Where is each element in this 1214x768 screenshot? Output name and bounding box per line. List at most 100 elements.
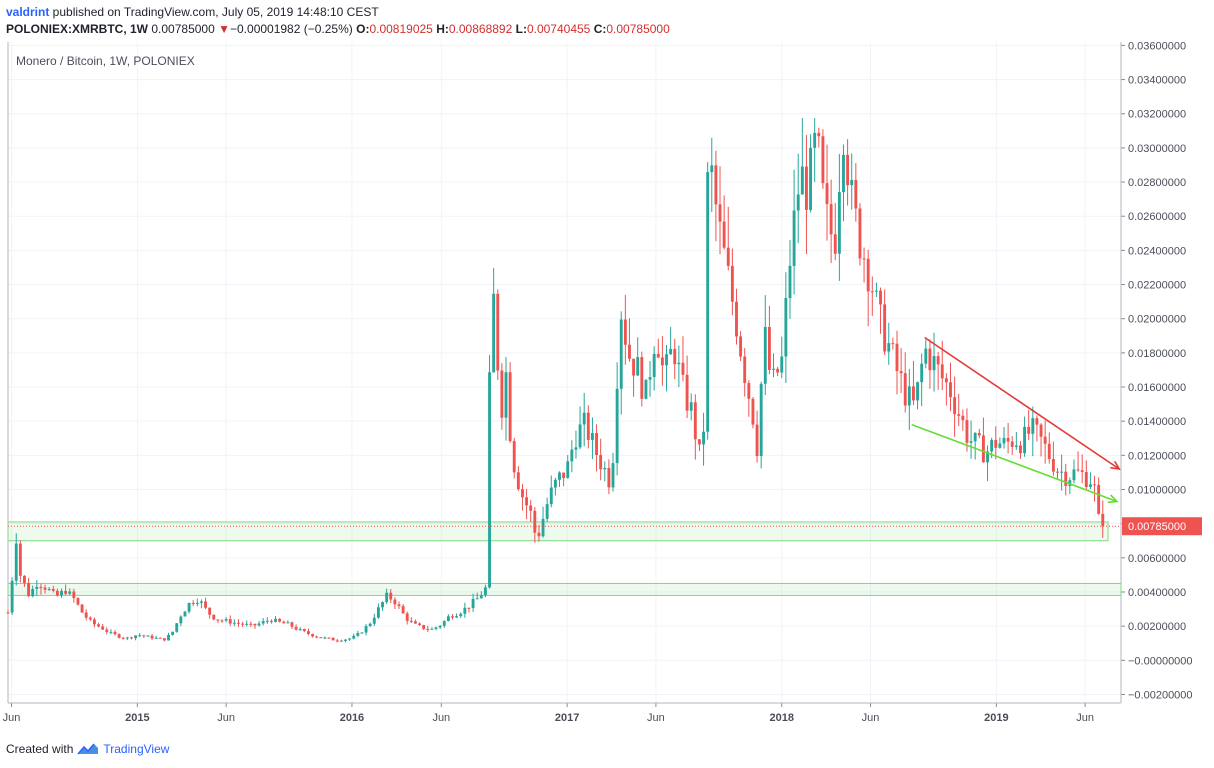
candle-body	[232, 622, 236, 624]
candle-body	[1093, 484, 1096, 486]
candle-body	[220, 620, 224, 622]
candle-body	[767, 326, 771, 370]
change-arrow-icon: ▼	[218, 22, 230, 36]
candle-body	[1002, 437, 1006, 444]
candle-body	[125, 637, 129, 639]
author-link[interactable]: valdrint	[6, 5, 50, 19]
x-tick-label: Jun	[217, 712, 235, 724]
candle-body	[422, 624, 426, 629]
candle-body	[924, 348, 928, 364]
y-tick-label: 0.01600000	[1128, 382, 1186, 394]
candle-body	[965, 420, 969, 443]
candle-body	[446, 616, 450, 622]
y-tick-label: 0.03400000	[1128, 75, 1186, 87]
candle-body	[792, 210, 796, 266]
candle-body	[430, 628, 434, 630]
candle-body	[265, 620, 269, 622]
last-price-badge	[1122, 517, 1202, 536]
candle-body	[142, 635, 146, 637]
candle-body	[619, 319, 623, 389]
candle-body	[994, 439, 998, 448]
candle-body	[776, 368, 780, 373]
x-tick-label: 2019	[984, 712, 1008, 724]
candle-body	[43, 587, 47, 590]
candle-body	[455, 616, 459, 618]
close-label: C:	[593, 22, 607, 36]
candle-body	[574, 447, 578, 450]
candle-body	[582, 412, 586, 425]
candle-body	[1014, 445, 1018, 447]
candle-body	[1072, 469, 1076, 481]
candle-body	[1006, 437, 1010, 442]
candle-body	[722, 221, 726, 248]
candle-body	[68, 591, 72, 594]
candle-body	[199, 601, 203, 603]
candle-body	[364, 626, 368, 633]
candle-body	[154, 637, 158, 639]
candle-body	[809, 147, 812, 210]
candle-body	[459, 613, 463, 617]
candle-body	[146, 635, 150, 637]
y-tick-label: 0.01200000	[1128, 450, 1186, 462]
published-text: published on TradingView.com, July 05, 2…	[49, 5, 379, 19]
candle-body	[1080, 470, 1084, 472]
candle-body	[92, 619, 96, 625]
candle-body	[566, 461, 570, 479]
candle-body	[302, 629, 306, 632]
candle-body	[1097, 484, 1101, 514]
candle-body	[434, 627, 438, 629]
candle-body	[949, 382, 952, 398]
candle-body	[516, 472, 520, 490]
candle-body	[212, 614, 216, 620]
candle-body	[615, 388, 619, 464]
last-price-label: 0.00785000	[1128, 521, 1186, 533]
candle-body	[245, 623, 249, 625]
candle-body	[274, 618, 277, 622]
candle-body	[772, 368, 775, 370]
candle-body	[138, 635, 142, 637]
candle-body	[389, 592, 393, 600]
candle-body	[1051, 459, 1055, 472]
candle-body	[558, 472, 561, 480]
close-value: 0.00785000	[606, 22, 670, 36]
candle-body	[323, 637, 327, 639]
candle-body	[508, 372, 512, 442]
last-price: 0.00785000	[151, 22, 215, 36]
footer: Created with TradingView	[6, 742, 169, 756]
candle-body	[1023, 426, 1027, 454]
y-tick-label: 0.03000000	[1128, 143, 1186, 155]
created-with-label: Created with	[6, 742, 74, 756]
candle-body	[1010, 441, 1014, 447]
candle-body	[578, 424, 582, 448]
low-label: L:	[515, 22, 527, 36]
y-tick-label: 0.02400000	[1128, 245, 1186, 257]
candle-body	[632, 358, 636, 376]
x-tick-label: Jun	[3, 712, 21, 724]
candle-body	[751, 398, 755, 425]
tradingview-link[interactable]: TradingView	[103, 742, 170, 756]
y-tick-label: 0.02600000	[1128, 211, 1186, 223]
candle-body	[697, 439, 701, 445]
candle-body	[208, 607, 212, 615]
candle-body	[319, 637, 323, 639]
candle-body	[813, 132, 817, 148]
candle-body	[409, 620, 413, 622]
x-tick-label: Jun	[862, 712, 880, 724]
candle-body	[747, 382, 751, 399]
candle-body	[883, 304, 887, 352]
candle-body	[537, 532, 541, 537]
candle-body	[944, 378, 948, 383]
candle-body	[471, 598, 475, 609]
high-value: 0.00868892	[448, 22, 513, 36]
candle-body	[870, 291, 874, 293]
candle-body	[1064, 471, 1068, 486]
candle-body	[912, 386, 915, 401]
trendline-lower-arrow	[1107, 494, 1119, 504]
candle-body	[599, 455, 603, 470]
candle-body	[607, 467, 611, 488]
open-label: O:	[356, 22, 370, 36]
candle-body	[10, 580, 14, 613]
candle-body	[179, 616, 183, 624]
candle-body	[1027, 426, 1031, 434]
